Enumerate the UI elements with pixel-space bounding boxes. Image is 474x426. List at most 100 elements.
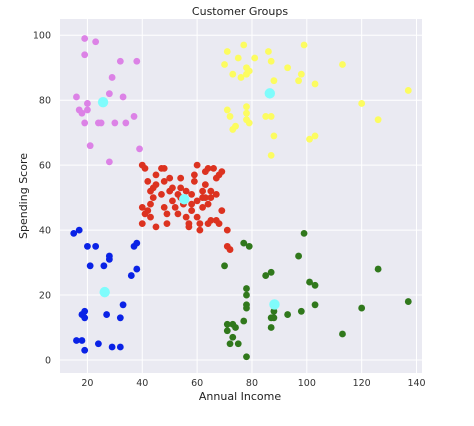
data-point	[188, 200, 196, 208]
data-point	[119, 93, 127, 101]
data-point	[136, 145, 143, 153]
data-point	[105, 90, 113, 98]
data-point	[201, 181, 209, 189]
data-point	[240, 317, 248, 325]
data-point	[138, 203, 146, 211]
y-tick-label: 80	[39, 96, 51, 107]
data-point	[160, 177, 168, 185]
x-tick-label: 80	[246, 378, 258, 389]
data-point	[243, 353, 250, 361]
data-point	[97, 119, 105, 127]
data-point	[306, 278, 313, 286]
data-point	[311, 132, 319, 140]
data-point	[404, 298, 412, 305]
data-point	[218, 207, 226, 215]
data-point	[267, 57, 275, 65]
data-point	[374, 116, 382, 124]
centroid-point	[269, 299, 280, 310]
data-point	[73, 93, 80, 101]
data-point	[75, 226, 83, 234]
data-point	[193, 197, 201, 205]
data-point	[221, 262, 228, 270]
data-point	[243, 304, 250, 312]
data-point	[141, 164, 149, 172]
data-point	[374, 265, 382, 273]
data-point	[207, 187, 215, 195]
data-point	[339, 330, 346, 338]
data-point	[297, 307, 305, 315]
y-tick-label: 20	[39, 291, 51, 302]
data-point	[404, 87, 412, 94]
data-point	[295, 252, 302, 260]
data-point	[86, 142, 94, 150]
data-point	[188, 207, 196, 215]
data-point	[262, 113, 270, 120]
data-point	[111, 119, 119, 127]
data-point	[339, 61, 346, 68]
data-point	[163, 220, 171, 228]
x-tick-label: 20	[81, 378, 93, 389]
x-tick-label: 60	[191, 378, 203, 389]
data-point	[223, 320, 231, 328]
data-point	[265, 48, 272, 55]
data-point	[169, 184, 176, 192]
data-point	[212, 190, 220, 198]
data-point	[160, 203, 168, 211]
data-point	[70, 229, 78, 237]
data-point	[226, 246, 234, 253]
data-point	[193, 161, 201, 169]
tick-labels: 20 40 60 80 100 120 140 0 20 40 60 80 100	[33, 31, 426, 389]
grid-lines	[60, 19, 422, 373]
data-point	[210, 164, 217, 172]
data-point	[73, 337, 80, 344]
data-point	[81, 314, 89, 322]
data-point	[234, 54, 242, 62]
data-point	[267, 113, 275, 120]
data-point	[177, 184, 185, 192]
data-point	[245, 67, 253, 75]
data-point	[270, 132, 278, 140]
data-point	[196, 226, 204, 234]
data-point	[116, 314, 124, 322]
data-point	[196, 220, 204, 228]
data-point	[108, 343, 116, 351]
data-point	[130, 113, 138, 120]
data-point	[270, 307, 278, 315]
data-point	[199, 187, 207, 195]
data-point	[152, 171, 160, 179]
data-point	[116, 343, 124, 351]
data-point	[243, 103, 250, 111]
data-point	[108, 74, 116, 81]
data-point	[267, 324, 275, 331]
data-point	[358, 100, 366, 107]
data-point	[223, 48, 231, 55]
data-point	[207, 194, 215, 202]
data-point	[171, 203, 179, 211]
data-point	[267, 268, 275, 276]
data-point	[182, 187, 190, 195]
data-point	[190, 171, 198, 179]
data-point	[116, 57, 124, 65]
data-point	[311, 80, 319, 88]
data-point	[218, 168, 226, 176]
data-point	[193, 213, 201, 221]
data-point	[94, 340, 102, 348]
data-point	[240, 239, 248, 247]
data-point	[81, 119, 89, 127]
data-point	[92, 38, 100, 46]
data-point	[149, 184, 157, 192]
data-point	[185, 220, 193, 228]
data-point	[84, 242, 91, 250]
data-point	[232, 122, 239, 130]
data-point	[190, 177, 198, 185]
data-point	[240, 41, 248, 49]
data-point	[270, 77, 278, 85]
data-point	[92, 242, 100, 250]
data-point	[207, 216, 215, 224]
data-point	[144, 177, 152, 185]
data-point	[147, 213, 154, 221]
data-point	[174, 190, 182, 198]
centroid-point	[179, 194, 190, 205]
chart-title: Customer Groups	[192, 5, 288, 18]
